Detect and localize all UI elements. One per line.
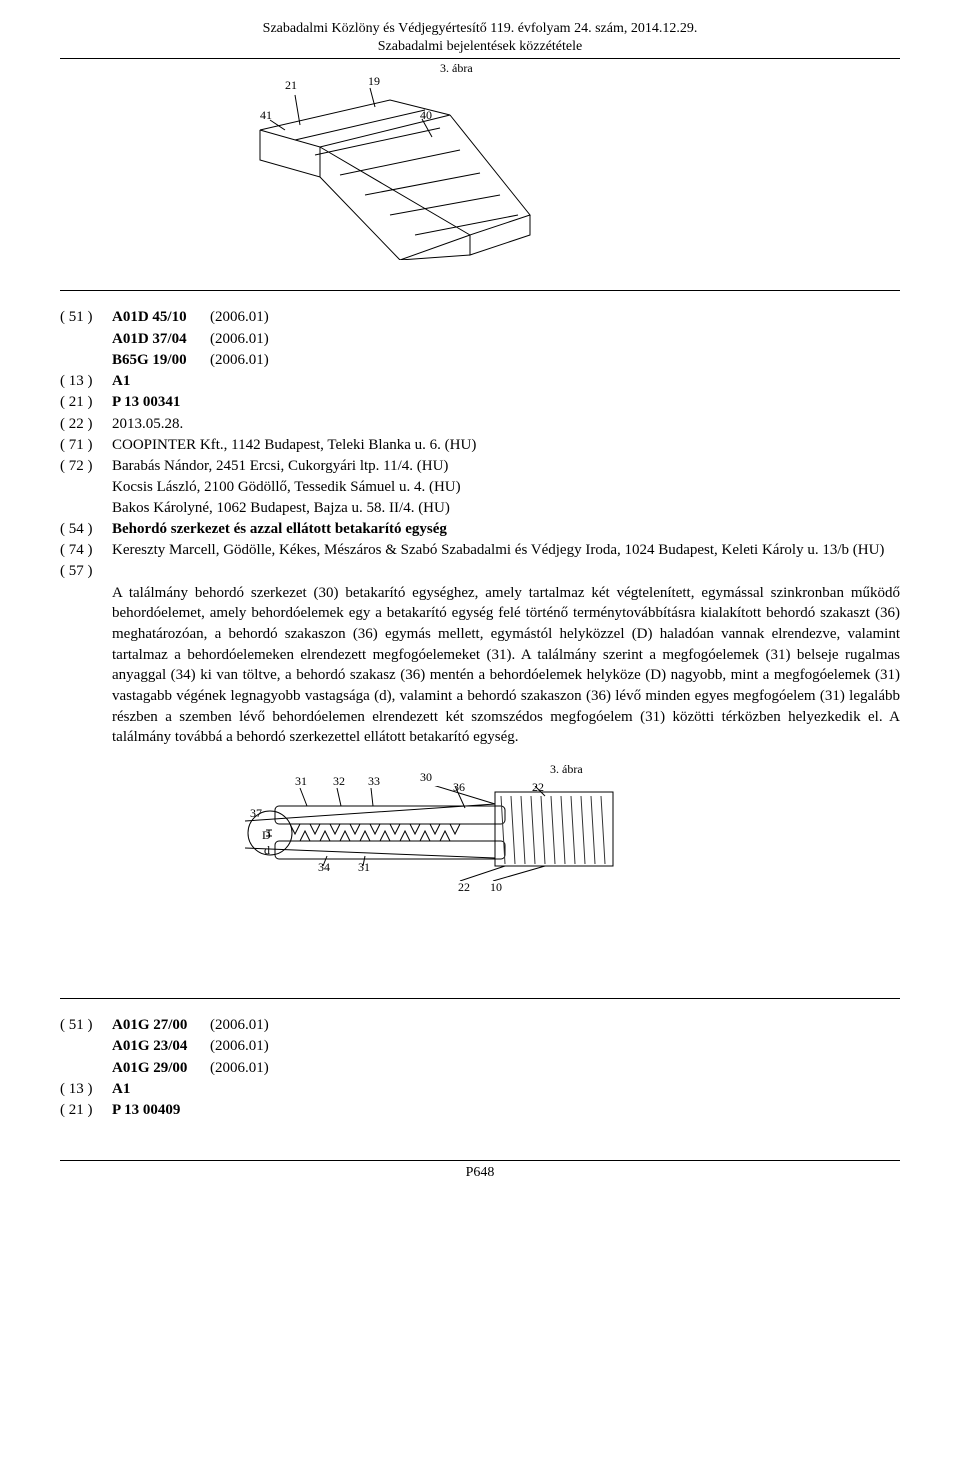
- code-21: ( 21 ): [60, 392, 112, 412]
- val-13: A1: [112, 371, 900, 391]
- ipc-2-ver: (2006.01): [210, 329, 269, 349]
- header-line1: Szabadalmi Közlöny és Védjegyértesítő 11…: [60, 20, 900, 38]
- ref-22b: 22: [458, 880, 470, 895]
- figure-1: 21 19 41 40: [60, 80, 900, 260]
- ipc-2: A01D 37/04: [112, 329, 210, 349]
- ipc-3-ver: (2006.01): [210, 350, 269, 370]
- code-51-b: ( 51 ): [60, 1015, 112, 1035]
- abstract-57: A találmány behordó szerkezet (30) betak…: [112, 583, 900, 749]
- ipc-b1-ver: (2006.01): [210, 1015, 269, 1035]
- code-13-b: ( 13 ): [60, 1079, 112, 1099]
- code-74: ( 74 ): [60, 540, 112, 560]
- figure2-label: 3. ábra: [550, 762, 583, 777]
- val-13-b: A1: [112, 1079, 900, 1099]
- ipc-1-ver: (2006.01): [210, 307, 269, 327]
- ipc-3: B65G 19/00: [112, 350, 210, 370]
- val-71: COOPINTER Kft., 1142 Budapest, Teleki Bl…: [112, 435, 900, 455]
- val-21: P 13 00341: [112, 392, 900, 412]
- ipc-b3-ver: (2006.01): [210, 1058, 269, 1078]
- ref-30: 30: [420, 770, 432, 785]
- val-72a: Barabás Nándor, 2451 Ercsi, Cukorgyári l…: [112, 456, 900, 476]
- code-51: ( 51 ): [60, 307, 112, 327]
- code-21-b: ( 21 ): [60, 1100, 112, 1120]
- ref-10: 10: [490, 880, 502, 895]
- code-54: ( 54 ): [60, 519, 112, 539]
- header-line2: Szabadalmi bejelentések közzététele: [60, 38, 900, 56]
- ipc-1: A01D 45/10: [112, 307, 210, 327]
- figure1-svg: [240, 85, 560, 260]
- figure-2: 3. ábra 31 32 33 30 36 22 37 D d 34 31 2…: [60, 768, 900, 898]
- val-72b: Kocsis László, 2100 Gödöllő, Tessedik Sá…: [112, 477, 900, 497]
- code-71: ( 71 ): [60, 435, 112, 455]
- code-13: ( 13 ): [60, 371, 112, 391]
- ipc-b3: A01G 29/00: [112, 1058, 210, 1078]
- val-22: 2013.05.28.: [112, 414, 900, 434]
- val-54: Behordó szerkezet és azzal ellátott beta…: [112, 519, 900, 539]
- figure2-svg: [245, 786, 615, 881]
- figure1-label: 3. ábra: [440, 61, 900, 76]
- code-72: ( 72 ): [60, 456, 112, 476]
- code-57: ( 57 ): [60, 561, 112, 581]
- val-74: Kereszty Marcell, Gödölle, Kékes, Mészár…: [112, 540, 900, 560]
- separator-1: [60, 290, 900, 291]
- ipc-b2: A01G 23/04: [112, 1036, 210, 1056]
- code-22: ( 22 ): [60, 414, 112, 434]
- ipc-b1: A01G 27/00: [112, 1015, 210, 1035]
- separator-2: [60, 998, 900, 999]
- ipc-b2-ver: (2006.01): [210, 1036, 269, 1056]
- val-21-b: P 13 00409: [112, 1100, 900, 1120]
- page-footer: P648: [60, 1160, 900, 1181]
- val-72c: Bakos Károlyné, 1062 Budapest, Bajza u. …: [112, 498, 900, 518]
